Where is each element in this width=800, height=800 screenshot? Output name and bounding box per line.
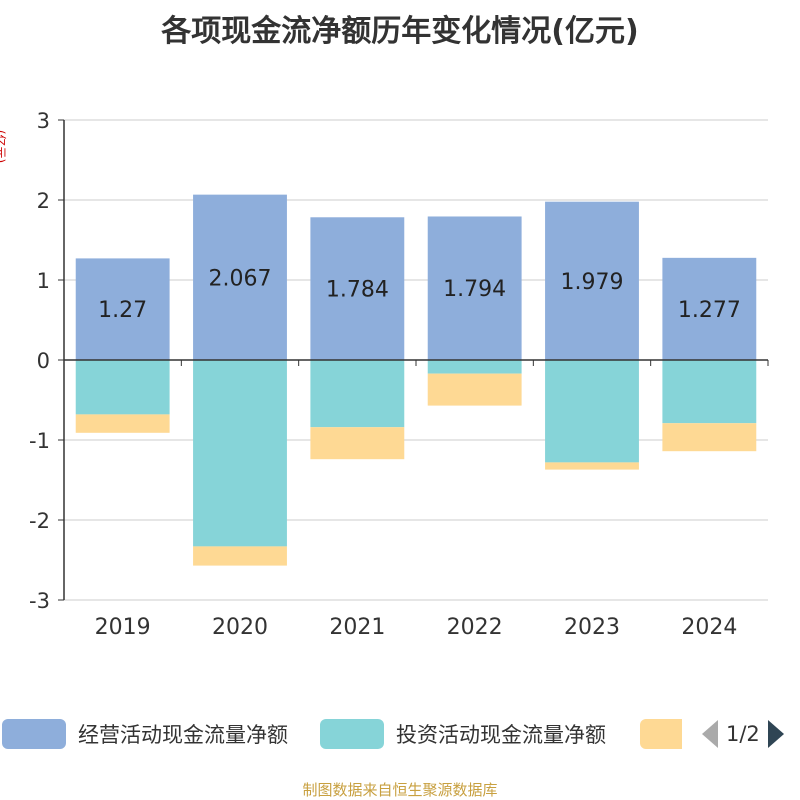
bar-chart: 3 2 1 0 -1 -2 -3 1.27 2.067 1.784 1.794 1.979 1.277 2… bbox=[29, 109, 769, 640]
x-tick-label: 2021 bbox=[329, 615, 385, 640]
legend-swatch-investing bbox=[320, 719, 384, 749]
bar-2023-s0 bbox=[545, 201, 639, 360]
bar-2020-s2 bbox=[193, 546, 287, 566]
bar-2021-s2 bbox=[310, 427, 405, 460]
bar-2021-s0 bbox=[310, 217, 405, 360]
x-tick-label: 2023 bbox=[564, 615, 620, 640]
legend-swatch-operating bbox=[2, 719, 66, 749]
bar-2022-s0 bbox=[427, 216, 522, 360]
x-tick-label: 2024 bbox=[681, 615, 737, 640]
legend-item-financing[interactable] bbox=[640, 716, 682, 752]
bar-2022-s1 bbox=[427, 360, 522, 374]
data-label-2024: 1.277 bbox=[678, 298, 741, 323]
y-tick-label: 1 bbox=[37, 269, 50, 293]
legend-swatch-financing bbox=[640, 719, 682, 749]
legend: 经营活动现金流量净额 投资活动现金流量净额 1/2 bbox=[0, 716, 800, 752]
legend-label-investing: 投资活动现金流量净额 bbox=[396, 723, 606, 747]
legend-pager: 1/2 bbox=[702, 716, 784, 752]
pager-next-icon[interactable] bbox=[767, 720, 784, 748]
x-tick-label: 2022 bbox=[447, 615, 503, 640]
legend-label-operating: 经营活动现金流量净额 bbox=[78, 723, 288, 747]
data-label-2021: 1.784 bbox=[326, 278, 389, 303]
data-label-2023: 1.979 bbox=[561, 270, 624, 295]
bar-2022-s2 bbox=[427, 373, 522, 406]
data-label-2019: 1.27 bbox=[98, 298, 147, 323]
data-label-2020: 2.067 bbox=[209, 266, 272, 291]
bar-2024-s2 bbox=[662, 423, 757, 452]
bar-2020-s1 bbox=[193, 360, 287, 547]
y-tick-label: 3 bbox=[37, 109, 50, 133]
x-tick-label: 2020 bbox=[212, 615, 268, 640]
bar-2024-s1 bbox=[662, 360, 757, 424]
x-tick-label: 2019 bbox=[95, 615, 151, 640]
y-tick-label: -1 bbox=[29, 429, 50, 453]
bar-2020-s0 bbox=[193, 194, 287, 360]
y-tick-label: 2 bbox=[37, 189, 50, 213]
legend-item-investing[interactable]: 投资活动现金流量净额 bbox=[320, 716, 606, 752]
data-label-2022: 1.794 bbox=[443, 277, 506, 302]
y-tick-label: -3 bbox=[29, 589, 50, 613]
pager-prev-icon[interactable] bbox=[702, 720, 718, 748]
bar-2021-s1 bbox=[310, 360, 405, 428]
data-source: 制图数据来自恒生聚源数据库 bbox=[302, 781, 498, 799]
chart-title: 各项现金流净额历年变化情况(亿元) bbox=[161, 14, 639, 49]
bar-2019-s0 bbox=[75, 258, 170, 360]
bar-2019-s1 bbox=[75, 360, 170, 415]
legend-item-operating[interactable]: 经营活动现金流量净额 bbox=[2, 716, 288, 752]
bar-2023-s1 bbox=[545, 360, 639, 463]
pager-text: 1/2 bbox=[726, 722, 760, 746]
bar-2019-s2 bbox=[75, 414, 170, 433]
y-tick-label: 0 bbox=[37, 349, 50, 373]
y-tick-label: -2 bbox=[29, 509, 50, 533]
bar-2024-s0 bbox=[662, 257, 757, 360]
bar-2023-s2 bbox=[545, 462, 639, 470]
